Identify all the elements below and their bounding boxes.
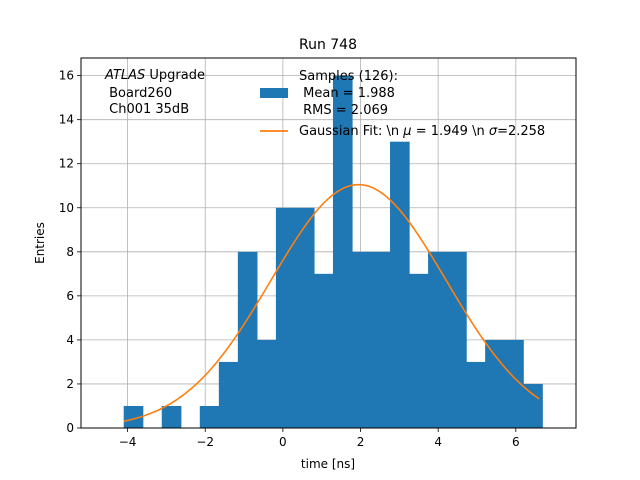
histogram-bar <box>504 339 524 428</box>
x-tick-label: 2 <box>357 435 365 449</box>
annotation-line-1: ATLAS Upgrade <box>104 68 205 83</box>
histogram-bar <box>409 273 429 428</box>
y-tick-label: 12 <box>59 157 74 171</box>
legend: Samples (126): Mean = 1.988 RMS = 2.069 … <box>260 69 545 139</box>
atlas-annotation: ATLAS Upgrade Board260 Ch001 35dB <box>104 68 205 117</box>
y-tick-label: 8 <box>66 245 74 259</box>
histogram-bar <box>275 207 296 428</box>
x-tick-label: 6 <box>512 435 520 449</box>
histogram-bar <box>313 273 334 428</box>
y-tick-label: 14 <box>59 113 74 127</box>
histogram-bar <box>161 405 182 428</box>
histogram-bar <box>447 251 467 428</box>
y-tick-label: 4 <box>66 333 74 347</box>
histogram-bar <box>371 251 391 428</box>
histogram-bar <box>237 251 258 428</box>
histogram-bar <box>390 141 410 428</box>
y-tick-label: 0 <box>66 421 74 435</box>
x-axis-ticks: −4 −2 0 2 4 6 <box>119 428 520 449</box>
annotation-upgrade: Upgrade <box>145 68 205 83</box>
histogram-bar <box>332 75 353 428</box>
histogram-bar <box>218 361 239 428</box>
y-axis-label: Entries <box>33 222 47 264</box>
legend-samples-swatch <box>260 88 288 98</box>
histogram-bar <box>523 383 543 428</box>
histogram-bar <box>485 339 505 428</box>
histogram-bar <box>256 339 277 428</box>
gaussian-fit-curve <box>123 183 540 423</box>
x-axis-label: time [ns] <box>301 457 355 471</box>
legend-fit-suffix: =2.258 <box>497 124 545 139</box>
legend-fit-label: Gaussian Fit: \n μ = 1.949 \n σ=2.258 <box>299 124 545 139</box>
annotation-board: Board260 <box>105 86 172 101</box>
x-tick-label: −2 <box>196 435 214 449</box>
annotation-channel: Ch001 35dB <box>105 102 189 117</box>
x-tick-label: 4 <box>434 435 442 449</box>
x-tick-label: 0 <box>279 435 287 449</box>
legend-fit-prefix: Gaussian Fit: \n <box>299 124 403 139</box>
histogram-bar <box>466 361 486 428</box>
y-tick-label: 2 <box>66 377 74 391</box>
x-tick-label: −4 <box>119 435 137 449</box>
histogram-bar <box>123 405 144 428</box>
histogram-bar <box>199 405 220 428</box>
histogram-bar <box>294 207 315 428</box>
legend-fit-mid: = 1.949 \n <box>412 124 489 139</box>
y-tick-label: 16 <box>59 69 74 83</box>
legend-fit-sigma: σ <box>489 124 498 139</box>
chart-title: Run 748 <box>299 37 357 53</box>
legend-fit-mu: μ <box>402 124 411 139</box>
histogram-bar <box>351 251 372 428</box>
legend-samples-mean: Mean = 1.988 <box>299 86 395 101</box>
y-tick-label: 10 <box>59 201 74 215</box>
axes-frame <box>80 57 577 429</box>
legend-samples-rms: RMS = 2.069 <box>299 103 388 118</box>
y-tick-label: 6 <box>66 289 74 303</box>
legend-samples-title: Samples (126): <box>299 69 398 84</box>
histogram-bar <box>428 251 448 428</box>
annotation-atlas: ATLAS <box>104 68 145 83</box>
histogram-bars <box>123 75 543 428</box>
y-axis-ticks: 0 2 4 6 8 10 12 14 16 <box>59 69 81 435</box>
